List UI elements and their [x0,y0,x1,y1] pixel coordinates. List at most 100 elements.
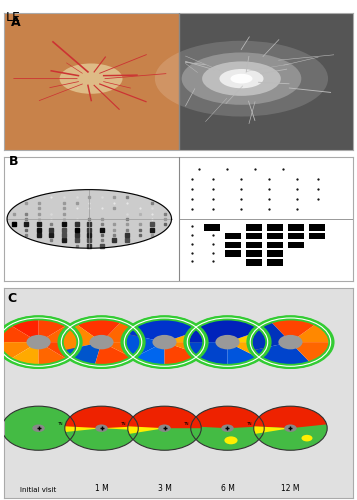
Wedge shape [39,346,66,365]
Circle shape [2,406,75,450]
Text: TN: TN [246,422,252,426]
Bar [246,250,262,257]
Bar [267,233,283,239]
Bar [225,242,241,248]
Wedge shape [39,319,66,338]
Circle shape [128,406,201,450]
Bar [246,233,262,239]
Wedge shape [165,345,198,365]
Wedge shape [128,406,201,428]
Circle shape [124,318,205,366]
Wedge shape [191,406,264,428]
Circle shape [278,335,302,349]
Circle shape [250,318,331,366]
Bar [225,250,241,257]
Circle shape [187,318,268,366]
Ellipse shape [155,40,328,117]
Wedge shape [65,426,101,432]
Circle shape [90,335,114,349]
Wedge shape [254,406,327,428]
Wedge shape [173,342,203,353]
Bar [267,250,283,257]
Bar [225,233,241,239]
Wedge shape [189,319,261,342]
Ellipse shape [220,69,263,88]
Polygon shape [7,190,171,248]
Text: 3 M: 3 M [157,484,171,494]
Bar [205,224,220,231]
Circle shape [61,318,142,366]
Wedge shape [254,426,291,434]
Wedge shape [66,344,100,364]
Circle shape [191,406,264,450]
Wedge shape [255,344,310,365]
Bar [178,12,353,150]
Wedge shape [0,326,31,342]
Wedge shape [126,334,157,357]
Circle shape [301,435,312,442]
Wedge shape [109,342,140,357]
Wedge shape [189,342,227,365]
Text: 6 M: 6 M [221,484,235,494]
Wedge shape [236,330,266,342]
Text: LE: LE [5,11,20,24]
Circle shape [254,406,327,450]
Wedge shape [128,426,165,434]
Bar [310,224,325,231]
Ellipse shape [202,62,281,96]
Wedge shape [46,326,77,342]
Bar [246,224,262,231]
Circle shape [65,406,138,450]
Bar [4,12,178,150]
Wedge shape [252,322,286,350]
Circle shape [32,424,45,432]
Text: TN: TN [121,422,126,426]
Wedge shape [63,324,95,350]
Bar [288,224,304,231]
Wedge shape [95,346,131,365]
Circle shape [221,424,234,432]
Text: C: C [7,292,16,304]
Wedge shape [11,346,39,365]
Circle shape [224,436,238,444]
Ellipse shape [182,52,301,105]
Bar [288,233,304,239]
Circle shape [152,335,177,349]
Bar [267,224,283,231]
Ellipse shape [60,64,122,94]
Circle shape [0,318,79,366]
Text: 12 M: 12 M [281,484,300,494]
Ellipse shape [231,74,252,84]
Wedge shape [106,322,140,342]
Bar [267,242,283,248]
Wedge shape [227,346,257,365]
Wedge shape [135,346,165,365]
Wedge shape [271,319,315,338]
Text: 1 M: 1 M [95,484,109,494]
Wedge shape [173,330,203,342]
Circle shape [95,424,108,432]
Circle shape [284,424,297,432]
Bar [310,233,325,239]
Text: B: B [9,156,18,168]
Wedge shape [11,319,39,338]
Wedge shape [296,342,329,362]
Wedge shape [297,324,329,342]
Wedge shape [235,342,266,357]
Wedge shape [77,319,121,338]
Wedge shape [46,342,77,358]
Bar [246,242,262,248]
Circle shape [215,335,240,349]
Wedge shape [101,426,138,430]
Wedge shape [129,319,198,340]
Wedge shape [0,342,31,358]
Bar [288,242,304,248]
Wedge shape [65,406,138,428]
Text: A: A [11,16,20,30]
Circle shape [158,424,171,432]
Text: TN: TN [57,422,63,426]
Bar [246,259,262,266]
Text: Initial visit: Initial visit [20,488,57,494]
Bar [267,259,283,266]
Text: TN: TN [183,422,189,426]
